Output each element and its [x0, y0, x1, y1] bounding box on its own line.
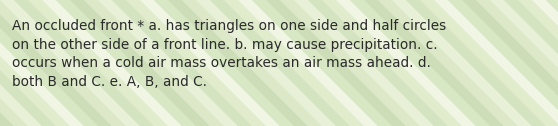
Polygon shape [84, 0, 224, 126]
Polygon shape [336, 0, 476, 126]
Polygon shape [56, 0, 196, 126]
Polygon shape [0, 98, 28, 126]
Polygon shape [238, 0, 378, 126]
Polygon shape [14, 0, 154, 126]
Polygon shape [182, 0, 322, 126]
Polygon shape [0, 112, 14, 126]
Polygon shape [294, 0, 434, 126]
Polygon shape [448, 0, 558, 110]
Polygon shape [42, 0, 182, 126]
Polygon shape [0, 28, 98, 126]
Polygon shape [126, 0, 266, 126]
Polygon shape [434, 0, 558, 124]
Polygon shape [504, 0, 558, 54]
Polygon shape [28, 0, 168, 126]
Polygon shape [476, 0, 558, 82]
Polygon shape [392, 0, 532, 126]
Polygon shape [224, 0, 364, 126]
Polygon shape [280, 0, 420, 126]
Polygon shape [322, 0, 462, 126]
Polygon shape [364, 0, 504, 126]
Polygon shape [532, 0, 558, 26]
Polygon shape [168, 0, 308, 126]
Polygon shape [546, 0, 558, 12]
Polygon shape [308, 0, 448, 126]
Polygon shape [378, 0, 518, 126]
Polygon shape [140, 0, 280, 126]
Polygon shape [406, 0, 546, 126]
Text: An occluded front * a. has triangles on one side and half circles
on the other s: An occluded front * a. has triangles on … [12, 19, 446, 89]
Polygon shape [210, 0, 350, 126]
Polygon shape [266, 0, 406, 126]
Polygon shape [0, 70, 56, 126]
Polygon shape [70, 0, 210, 126]
Polygon shape [196, 0, 336, 126]
Polygon shape [154, 0, 294, 126]
Polygon shape [350, 0, 490, 126]
Polygon shape [462, 0, 558, 96]
Polygon shape [0, 0, 126, 126]
Polygon shape [0, 84, 42, 126]
Polygon shape [252, 0, 392, 126]
Polygon shape [0, 42, 84, 126]
Polygon shape [490, 0, 558, 68]
Polygon shape [420, 0, 558, 126]
Polygon shape [518, 0, 558, 40]
Polygon shape [98, 0, 238, 126]
Polygon shape [0, 56, 70, 126]
Polygon shape [112, 0, 252, 126]
Polygon shape [0, 0, 140, 126]
Polygon shape [0, 14, 112, 126]
